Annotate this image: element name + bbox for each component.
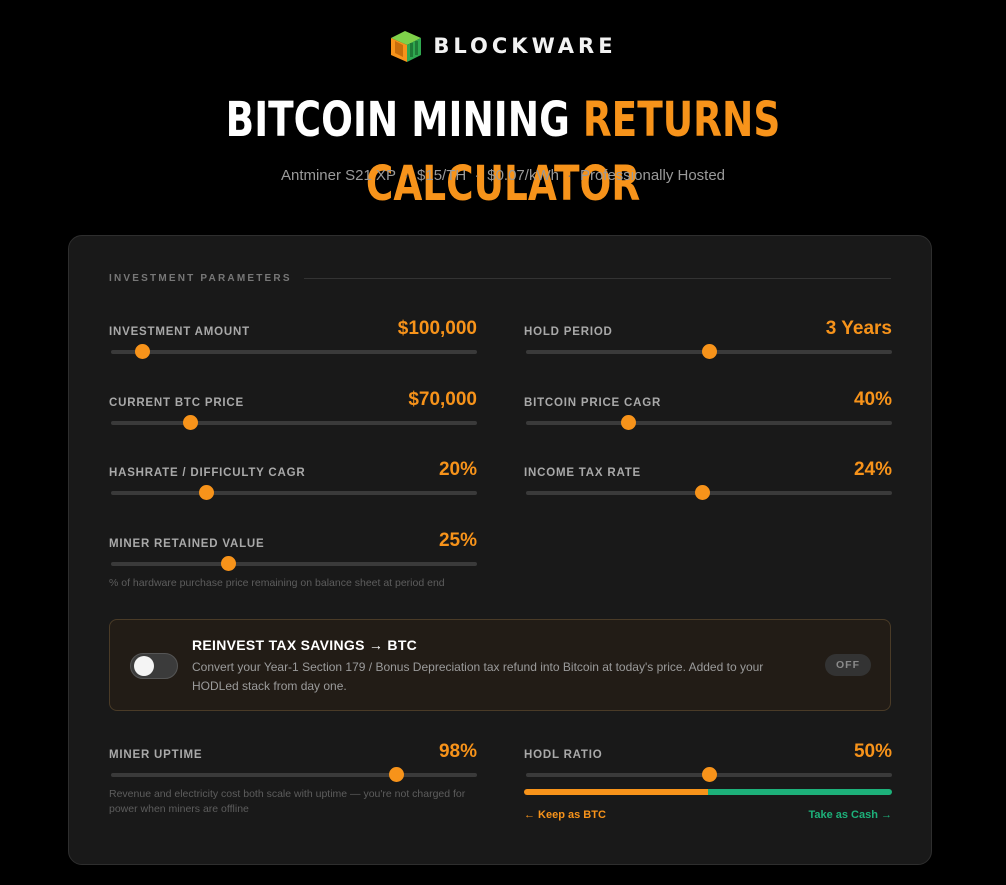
hodl-ratio-btc-segment <box>524 789 708 795</box>
section-divider <box>303 278 891 279</box>
section-heading-label: INVESTMENT PARAMETERS <box>109 273 292 284</box>
miner-retained-slider[interactable] <box>111 556 477 571</box>
hodl-ratio-slider[interactable] <box>526 767 892 782</box>
miner-uptime-param: MINER UPTIME 98% Revenue and electricity… <box>109 739 477 817</box>
hold-period-label: HOLD PERIOD <box>524 326 613 338</box>
hodl-ratio-cash-segment <box>708 789 892 795</box>
hashrate-cagr-slider-thumb[interactable] <box>199 485 215 500</box>
reinvest-toggle-knob[interactable] <box>134 656 154 676</box>
reinvest-status-badge: OFF <box>825 654 871 676</box>
btc-price-slider[interactable] <box>111 415 477 430</box>
btc-price-slider-thumb[interactable] <box>182 415 198 430</box>
btc-cagr-slider-thumb[interactable] <box>621 415 637 430</box>
miner-uptime-label: MINER UPTIME <box>109 749 203 761</box>
hodl-ratio-bar <box>524 789 892 795</box>
investment-amount-value: $100,000 <box>397 318 477 339</box>
reinvest-title: REINVEST TAX SAVINGS → BTC <box>192 637 418 653</box>
investment-amount-label: INVESTMENT AMOUNT <box>109 326 250 338</box>
brand: BLOCKWARE <box>0 28 1006 64</box>
subtitle-price-per-th: $15/TH <box>417 167 467 184</box>
hold-period-param: HOLD PERIOD 3 Years <box>524 316 892 359</box>
btc-cagr-param: BITCOIN PRICE CAGR 40% <box>524 387 892 430</box>
investment-amount-slider-thumb[interactable] <box>135 344 151 359</box>
title-part-white: BITCOIN MINING <box>225 92 570 148</box>
reinvest-description: Convert your Year-1 Section 179 / Bonus … <box>192 660 764 693</box>
miner-retained-note: % of hardware purchase price remaining o… <box>109 577 445 589</box>
hodl-ratio-legend: ← Keep as BTC Take as Cash → <box>524 809 892 821</box>
keep-as-btc-label: ← Keep as BTC <box>524 809 606 821</box>
hashrate-cagr-label: HASHRATE / DIFFICULTY CAGR <box>109 467 306 479</box>
btc-price-param: CURRENT BTC PRICE $70,000 <box>109 387 477 430</box>
page-title: BITCOIN MINING RETURNS CALCULATOR <box>111 88 896 216</box>
btc-price-value: $70,000 <box>408 389 477 410</box>
investment-amount-param: INVESTMENT AMOUNT $100,000 <box>109 316 477 359</box>
subtitle: Antminer S21 XP · $15/TH · $0.07/kWh · Profess… <box>0 167 1006 184</box>
hodl-ratio-label: HODL RATIO <box>524 749 603 761</box>
reinvest-toggle[interactable] <box>130 653 178 679</box>
hashrate-cagr-value: 20% <box>438 459 477 480</box>
btc-price-label: CURRENT BTC PRICE <box>109 397 244 409</box>
income-tax-slider[interactable] <box>526 485 892 500</box>
reinvest-tax-savings-card: REINVEST TAX SAVINGS → BTC Convert your … <box>109 619 891 711</box>
subtitle-separator: · <box>474 167 480 184</box>
miner-uptime-value: 98% <box>438 741 477 762</box>
income-tax-param: INCOME TAX RATE 24% <box>524 457 892 500</box>
miner-uptime-slider-thumb[interactable] <box>389 767 405 782</box>
subtitle-hosting: Professionally Hosted <box>579 167 726 184</box>
subtitle-power-cost: $0.07/kWh <box>487 167 559 184</box>
title-part-orange: RETURNS CALCULATOR <box>365 92 781 212</box>
calculator-panel: INVESTMENT PARAMETERS INVESTMENT AMOUNT … <box>68 235 932 865</box>
income-tax-label: INCOME TAX RATE <box>524 467 641 479</box>
hold-period-slider-thumb[interactable] <box>702 344 717 359</box>
hodl-ratio-value: 50% <box>853 741 892 762</box>
section-heading: INVESTMENT PARAMETERS <box>109 273 891 284</box>
btc-cagr-label: BITCOIN PRICE CAGR <box>524 397 662 409</box>
take-as-cash-label: Take as Cash → <box>808 809 892 821</box>
miner-uptime-note: Revenue and electricity cost both scale … <box>109 788 466 815</box>
hodl-ratio-slider-thumb[interactable] <box>702 767 717 782</box>
miner-retained-value: 25% <box>438 530 477 551</box>
btc-cagr-slider[interactable] <box>526 415 892 430</box>
btc-cagr-value: 40% <box>853 389 892 410</box>
hashrate-cagr-slider[interactable] <box>111 485 477 500</box>
miner-retained-label: MINER RETAINED VALUE <box>109 538 265 550</box>
income-tax-slider-thumb[interactable] <box>694 485 710 500</box>
miner-retained-slider-thumb[interactable] <box>221 556 237 571</box>
subtitle-miner: Antminer S21 XP <box>280 167 397 184</box>
subtitle-separator: · <box>566 167 572 184</box>
hashrate-cagr-param: HASHRATE / DIFFICULTY CAGR 20% <box>109 457 477 500</box>
miner-retained-param: MINER RETAINED VALUE 25% % of hardware p… <box>109 528 477 591</box>
subtitle-separator: · <box>404 167 410 184</box>
hodl-ratio-param: HODL RATIO 50% ← Keep as BTC Take as Cas… <box>524 739 892 821</box>
hold-period-value: 3 Years <box>825 318 892 339</box>
blockware-logo-icon <box>391 31 422 62</box>
miner-uptime-slider[interactable] <box>111 767 477 782</box>
brand-name: BLOCKWARE <box>433 34 617 58</box>
hold-period-slider[interactable] <box>526 344 892 359</box>
investment-amount-slider[interactable] <box>111 344 477 359</box>
income-tax-value: 24% <box>853 459 892 480</box>
